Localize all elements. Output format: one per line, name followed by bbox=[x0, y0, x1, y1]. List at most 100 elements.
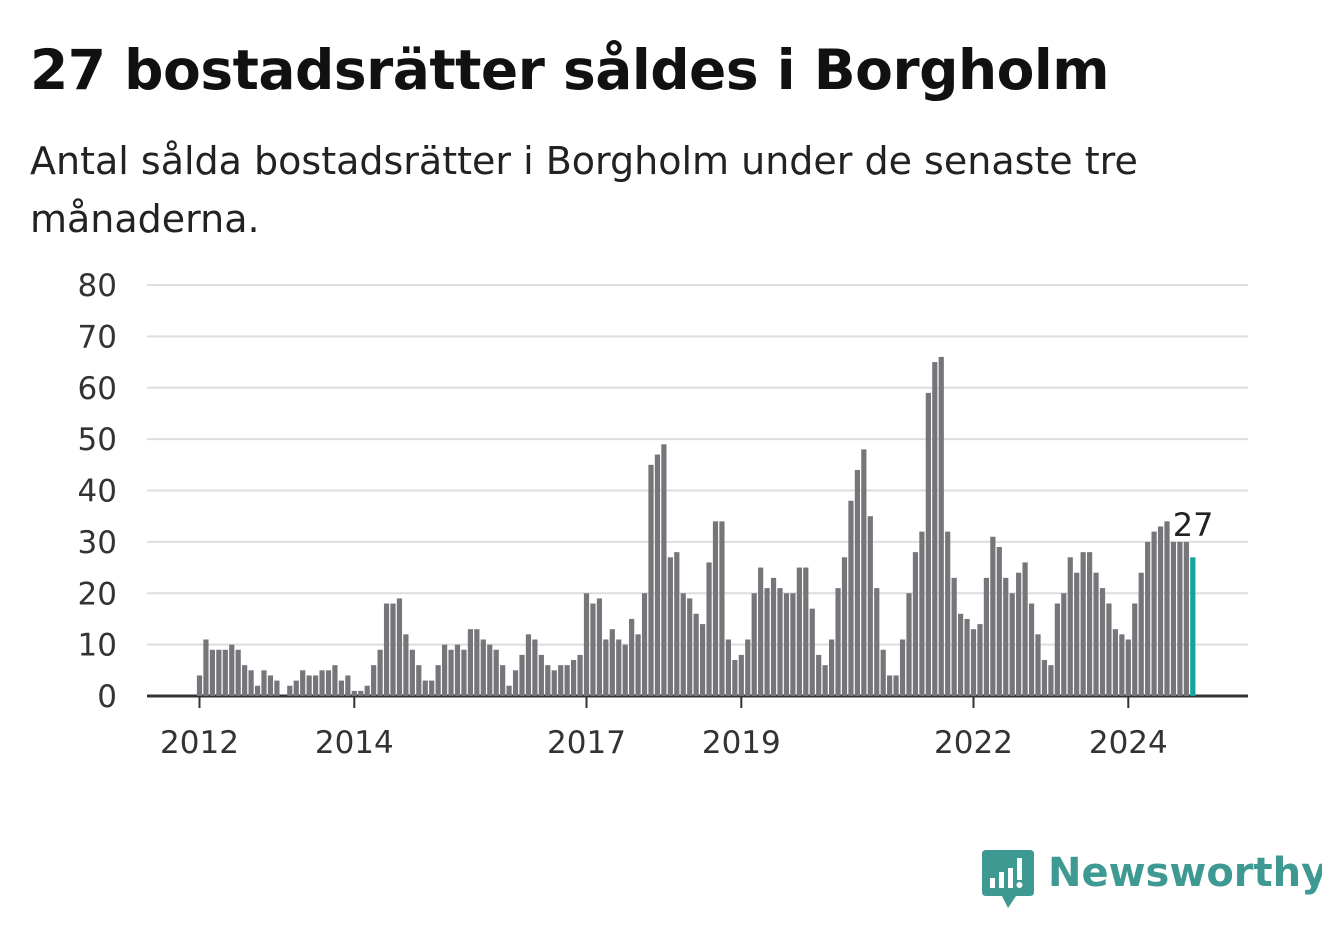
chart-title: 27 bostadsrätter såldes i Borgholm bbox=[30, 38, 1110, 102]
bar bbox=[603, 639, 609, 696]
bar bbox=[525, 634, 532, 696]
bar bbox=[970, 629, 977, 696]
bar bbox=[577, 654, 583, 696]
bar bbox=[1164, 521, 1170, 696]
bar bbox=[616, 639, 622, 696]
bar bbox=[919, 531, 925, 696]
bar bbox=[629, 618, 635, 696]
bar bbox=[364, 685, 370, 696]
bar bbox=[790, 593, 796, 696]
bar bbox=[816, 654, 822, 696]
bar bbox=[893, 675, 899, 696]
bar bbox=[1028, 603, 1035, 696]
bar bbox=[880, 649, 886, 696]
bar bbox=[680, 593, 686, 696]
x-tick-label: 2012 bbox=[160, 725, 239, 761]
bar bbox=[990, 536, 996, 696]
y-tick-label: 30 bbox=[78, 525, 117, 561]
bars bbox=[196, 356, 1196, 697]
bar bbox=[758, 567, 764, 696]
bar bbox=[558, 665, 564, 696]
bar bbox=[906, 593, 912, 696]
bar bbox=[654, 454, 661, 696]
bar bbox=[319, 670, 325, 696]
bar bbox=[345, 675, 351, 696]
bar bbox=[841, 557, 848, 696]
bar bbox=[829, 639, 835, 696]
bar bbox=[899, 639, 906, 696]
bar bbox=[300, 670, 306, 696]
bar bbox=[1183, 541, 1189, 697]
x-tick-label: 2014 bbox=[315, 725, 394, 761]
bar bbox=[564, 665, 570, 696]
bar bbox=[738, 654, 744, 696]
bar bbox=[1138, 572, 1144, 696]
bar bbox=[596, 598, 602, 696]
bar bbox=[874, 588, 880, 696]
bar bbox=[725, 639, 731, 696]
bar bbox=[500, 665, 506, 696]
bar bbox=[229, 644, 235, 697]
bar bbox=[1016, 572, 1022, 696]
bar bbox=[635, 634, 641, 696]
bar bbox=[448, 649, 454, 696]
bar bbox=[267, 675, 274, 696]
bar bbox=[1106, 603, 1112, 696]
bar bbox=[351, 690, 357, 696]
chart-subtitle: Antal sålda bostadsrätter i Borgholm und… bbox=[30, 139, 1138, 241]
bar bbox=[1009, 593, 1015, 696]
bar bbox=[358, 690, 364, 696]
bar bbox=[1190, 557, 1196, 696]
bar bbox=[861, 449, 867, 696]
bar bbox=[925, 392, 931, 696]
bar bbox=[687, 598, 693, 696]
bar bbox=[325, 670, 332, 696]
bar bbox=[1080, 552, 1086, 696]
bar bbox=[493, 649, 499, 696]
bar bbox=[809, 608, 815, 696]
bar bbox=[1003, 577, 1009, 696]
bar bbox=[216, 649, 222, 696]
bar bbox=[706, 562, 712, 696]
brand-name: Newsworthy bbox=[1048, 850, 1322, 896]
x-axis-ticks: 2012 2014 2017 2019 2022 2024 bbox=[160, 696, 1168, 761]
bar bbox=[1035, 634, 1041, 696]
bar bbox=[887, 675, 893, 696]
y-tick-label: 10 bbox=[78, 628, 117, 664]
bar bbox=[796, 567, 802, 696]
bar bbox=[306, 675, 312, 696]
y-tick-label: 0 bbox=[97, 679, 117, 715]
bar bbox=[235, 649, 241, 696]
y-tick-label: 20 bbox=[78, 576, 117, 612]
bar bbox=[648, 464, 654, 696]
y-axis-ticks: 0 10 20 30 40 50 60 70 80 bbox=[78, 268, 117, 715]
bar bbox=[293, 680, 299, 696]
bar bbox=[403, 634, 409, 696]
bar bbox=[770, 577, 777, 696]
bar bbox=[435, 665, 441, 696]
bar bbox=[1048, 665, 1054, 696]
bar bbox=[242, 665, 248, 696]
bar bbox=[958, 613, 964, 696]
last-value-annotation: 27 bbox=[1170, 503, 1217, 547]
bar bbox=[209, 649, 215, 696]
bar bbox=[222, 649, 228, 696]
bar bbox=[1022, 562, 1028, 696]
bar bbox=[622, 644, 628, 697]
y-tick-label: 50 bbox=[78, 422, 117, 458]
bar bbox=[977, 624, 983, 696]
bar bbox=[474, 629, 480, 696]
bar bbox=[254, 685, 261, 696]
bar bbox=[532, 639, 538, 696]
bar bbox=[248, 670, 254, 696]
bar bbox=[1170, 541, 1177, 697]
annotation-label: 27 bbox=[1173, 506, 1214, 544]
bar bbox=[1093, 572, 1099, 696]
bar bbox=[1099, 588, 1106, 696]
bar bbox=[693, 613, 699, 696]
bar bbox=[700, 624, 706, 696]
bar bbox=[945, 531, 951, 696]
y-tick-label: 40 bbox=[78, 474, 117, 510]
x-tick-label: 2019 bbox=[702, 725, 781, 761]
